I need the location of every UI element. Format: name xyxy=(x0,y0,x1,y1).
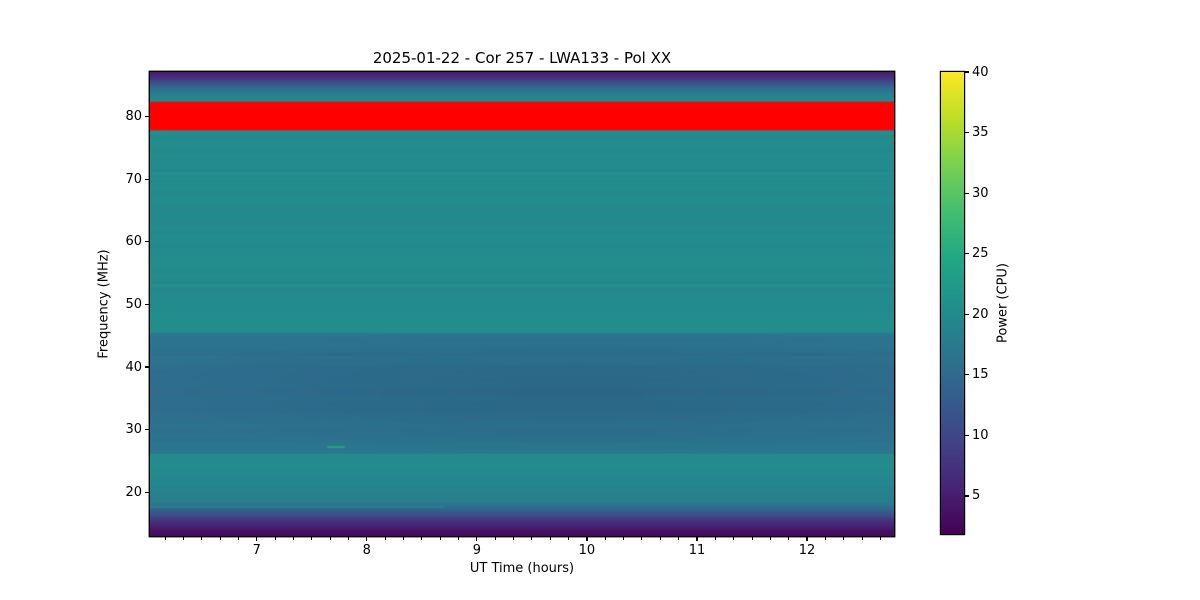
colorbar-tick-label: 30 xyxy=(972,185,989,201)
x-tick-label: 10 xyxy=(578,543,596,558)
x-axis-major-tick xyxy=(366,537,368,542)
x-axis-minor-tick xyxy=(219,537,221,540)
y-axis-tick xyxy=(144,303,149,306)
colorbar-tick xyxy=(965,313,970,315)
y-axis-tick xyxy=(144,366,149,368)
x-axis-major-tick xyxy=(256,537,258,542)
y-axis-tick xyxy=(144,241,149,243)
x-axis-minor-tick xyxy=(568,537,570,540)
x-tick-label: 8 xyxy=(362,543,371,558)
colorbar-tick-label: 5 xyxy=(972,488,981,504)
colorbar-tick xyxy=(965,192,970,194)
x-axis-minor-tick xyxy=(458,537,460,540)
y-tick-label: 50 xyxy=(125,296,142,312)
y-tick-label: 20 xyxy=(125,484,142,500)
x-axis-minor-tick xyxy=(769,537,771,540)
colorbar-tick-label: 40 xyxy=(972,64,989,80)
colorbar-label: Power (CPU) xyxy=(995,262,1011,344)
colorbar-tick xyxy=(965,71,970,73)
x-axis-label: UT Time (hours) xyxy=(469,561,575,576)
y-axis-tick xyxy=(144,491,149,493)
colorbar-tick-label: 25 xyxy=(972,246,989,262)
x-axis-minor-tick xyxy=(329,537,331,540)
x-tick-label: 11 xyxy=(688,543,706,558)
y-axis-tick xyxy=(144,116,149,118)
y-tick-label: 60 xyxy=(125,234,142,250)
x-axis-minor-tick xyxy=(623,537,625,540)
x-axis-minor-tick xyxy=(164,537,166,540)
x-tick-label: 7 xyxy=(252,543,261,558)
colorbar-tick xyxy=(965,434,970,436)
x-axis-minor-tick xyxy=(879,537,881,540)
x-axis-major-tick xyxy=(696,537,698,542)
x-axis-minor-tick xyxy=(733,537,735,540)
x-axis-minor-tick xyxy=(292,537,294,540)
x-tick-label: 9 xyxy=(472,543,482,558)
x-axis-minor-tick xyxy=(494,537,496,540)
x-axis-minor-tick xyxy=(274,537,276,540)
x-axis-minor-tick xyxy=(311,537,313,540)
x-axis-minor-tick xyxy=(531,537,533,540)
colorbar-tick-label: 20 xyxy=(972,306,989,322)
x-axis-major-tick xyxy=(586,537,588,542)
colorbar-canvas xyxy=(941,72,964,534)
colorbar-tick-label: 35 xyxy=(972,125,989,141)
colorbar-tick xyxy=(965,131,970,134)
colorbar-tick xyxy=(965,374,970,376)
x-axis-minor-tick xyxy=(751,537,753,540)
colorbar-tick-label: 10 xyxy=(972,427,989,443)
x-axis-minor-tick xyxy=(678,537,680,540)
heatmap-canvas xyxy=(150,72,894,536)
x-axis-minor-tick xyxy=(513,537,515,540)
x-axis-minor-tick xyxy=(659,537,661,540)
x-axis-minor-tick xyxy=(843,537,845,540)
x-axis-minor-tick xyxy=(384,537,386,540)
chart-title: 2025-01-22 - Cor 257 - LWA133 - Pol XX xyxy=(372,49,672,67)
colorbar xyxy=(941,72,964,534)
x-axis-minor-tick xyxy=(861,537,863,540)
x-axis-minor-tick xyxy=(641,537,643,540)
y-axis-tick xyxy=(144,178,149,180)
y-tick-label: 40 xyxy=(125,359,142,375)
x-axis-major-tick xyxy=(806,537,808,542)
colorbar-tick-label: 15 xyxy=(972,367,989,383)
colorbar-tick xyxy=(965,495,970,497)
x-axis-minor-tick xyxy=(347,537,349,540)
y-tick-label: 80 xyxy=(125,109,142,125)
x-axis-minor-tick xyxy=(201,537,203,540)
x-tick-label: 12 xyxy=(798,543,816,558)
x-axis-minor-tick xyxy=(403,537,404,540)
y-tick-label: 30 xyxy=(125,422,142,438)
x-axis-minor-tick xyxy=(237,537,239,540)
y-tick-label: 70 xyxy=(125,171,142,187)
x-axis-minor-tick xyxy=(604,537,606,540)
plot-area xyxy=(150,72,894,536)
x-axis-minor-tick xyxy=(714,537,716,540)
colorbar-tick xyxy=(965,253,970,255)
x-axis-major-tick xyxy=(476,537,478,542)
x-axis-minor-tick xyxy=(182,537,184,540)
x-axis-minor-tick xyxy=(421,537,423,540)
x-axis-minor-tick xyxy=(439,537,441,540)
x-axis-minor-tick xyxy=(824,537,826,540)
x-axis-minor-tick xyxy=(788,537,790,540)
x-axis-minor-tick xyxy=(549,537,551,540)
y-axis-tick xyxy=(144,429,149,431)
